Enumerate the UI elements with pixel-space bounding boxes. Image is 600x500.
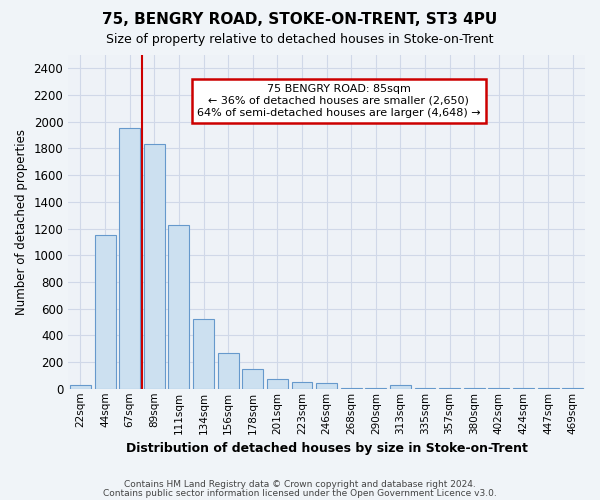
Bar — [488, 388, 509, 389]
Bar — [415, 388, 436, 389]
Bar — [390, 386, 411, 389]
Text: Contains HM Land Registry data © Crown copyright and database right 2024.: Contains HM Land Registry data © Crown c… — [124, 480, 476, 489]
Text: Size of property relative to detached houses in Stoke-on-Trent: Size of property relative to detached ho… — [106, 32, 494, 46]
Bar — [562, 388, 583, 389]
Bar — [144, 144, 165, 389]
Bar — [365, 388, 386, 389]
Bar — [169, 225, 190, 389]
Bar — [242, 368, 263, 389]
Bar — [292, 382, 313, 389]
Bar — [464, 388, 485, 389]
Bar — [513, 388, 534, 389]
Bar — [70, 386, 91, 389]
Bar — [341, 388, 362, 389]
Text: 75 BENGRY ROAD: 85sqm
← 36% of detached houses are smaller (2,650)
64% of semi-d: 75 BENGRY ROAD: 85sqm ← 36% of detached … — [197, 84, 481, 117]
Bar — [316, 384, 337, 389]
Bar — [218, 354, 239, 389]
Bar — [95, 235, 116, 389]
Y-axis label: Number of detached properties: Number of detached properties — [15, 129, 28, 315]
X-axis label: Distribution of detached houses by size in Stoke-on-Trent: Distribution of detached houses by size … — [125, 442, 527, 455]
Bar — [439, 388, 460, 389]
Bar — [538, 388, 559, 389]
Bar — [119, 128, 140, 389]
Text: Contains public sector information licensed under the Open Government Licence v3: Contains public sector information licen… — [103, 488, 497, 498]
Bar — [267, 379, 288, 389]
Bar — [193, 320, 214, 389]
Text: 75, BENGRY ROAD, STOKE-ON-TRENT, ST3 4PU: 75, BENGRY ROAD, STOKE-ON-TRENT, ST3 4PU — [103, 12, 497, 28]
